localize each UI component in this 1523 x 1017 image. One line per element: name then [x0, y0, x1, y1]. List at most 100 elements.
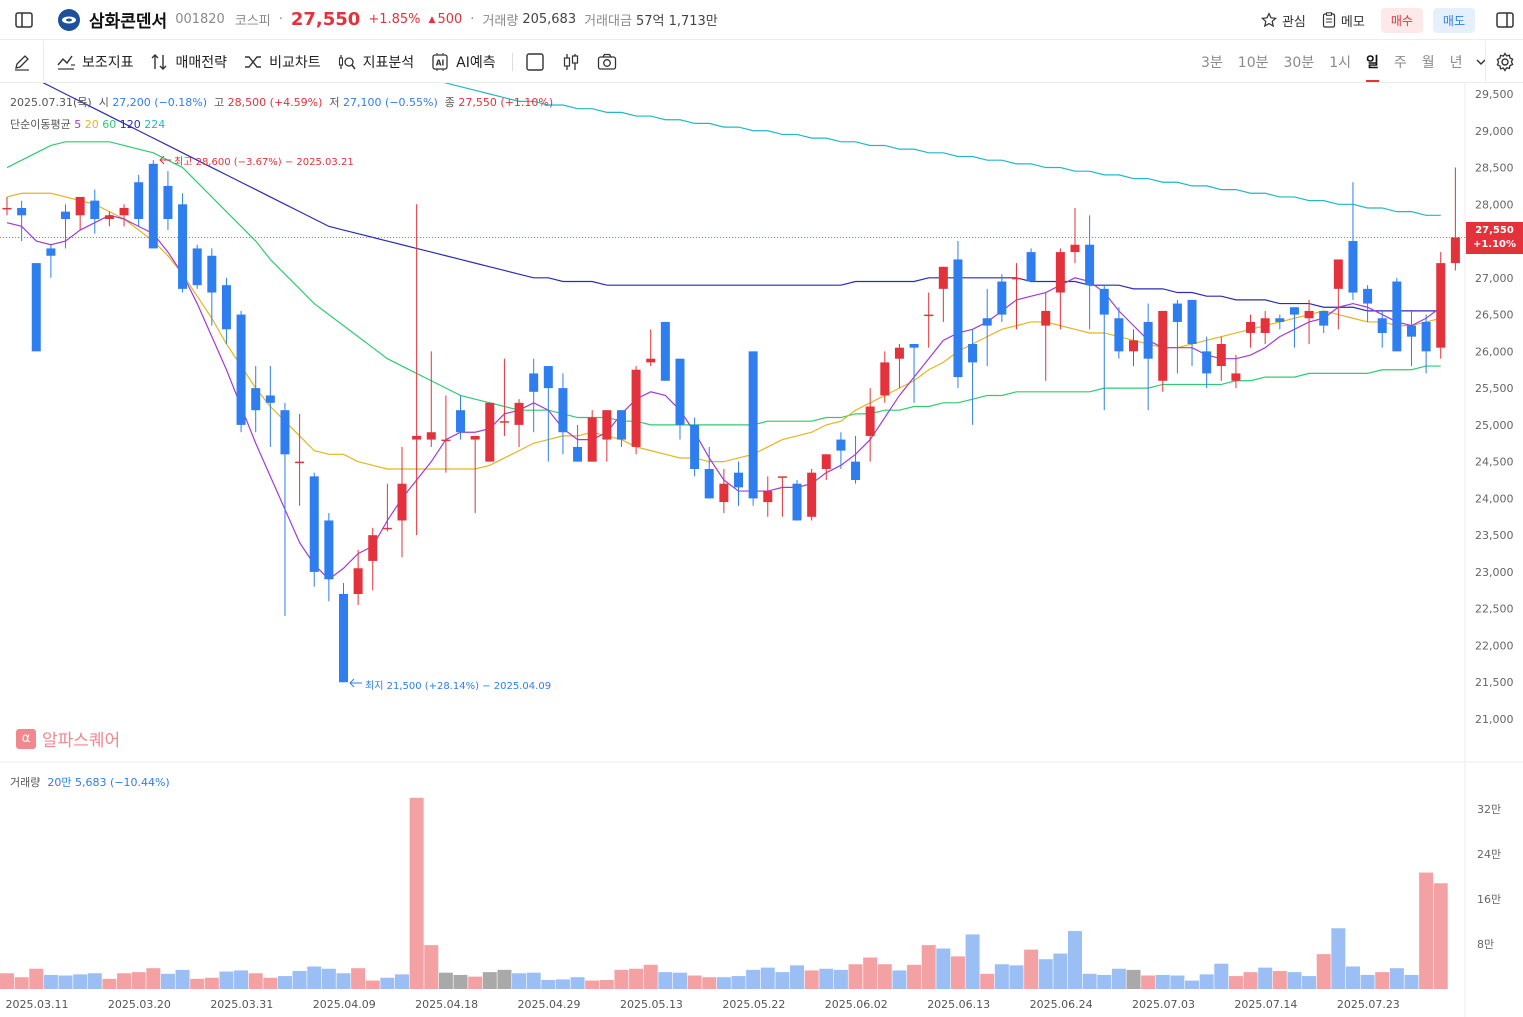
indicator-button[interactable]: 보조지표: [56, 52, 134, 72]
volume-bar: [1185, 980, 1200, 989]
tf-10min[interactable]: 10분: [1237, 55, 1269, 71]
low-annotation: 최지 21,500 (+28.14%) − 2025.04.09: [365, 681, 552, 692]
volume-bar: [570, 977, 585, 989]
top-bar: 삼화콘덴서 001820 코스피 · 27,550 +1.85% ▲ 500 ·…: [0, 0, 1523, 40]
tf-30min[interactable]: 30분: [1283, 55, 1315, 71]
sidebar-toggle-icon[interactable]: [12, 8, 36, 32]
amount-value: 57억 1,713만: [635, 14, 718, 29]
volume-bar: [190, 978, 205, 989]
ma60-label: 60: [102, 118, 117, 131]
volume-bar: [965, 934, 980, 989]
tf-month[interactable]: 월: [1421, 55, 1435, 71]
tf-day[interactable]: 일: [1366, 52, 1379, 82]
candle-body: [485, 402, 495, 462]
settings-button[interactable]: [1485, 41, 1523, 83]
legend-date: 2025.07.31(목): [10, 96, 92, 109]
high-arrow-icon: [159, 155, 171, 165]
volume-bar: [438, 972, 453, 989]
screenshot-button[interactable]: [597, 53, 617, 71]
volume-bar: [936, 948, 951, 989]
candle-body: [558, 388, 568, 433]
candle-body: [792, 483, 802, 521]
volume-bar: [746, 969, 761, 989]
price-chart[interactable]: 29,50029,00028,50028,00027,50027,00026,5…: [0, 83, 1523, 1017]
candle-body: [1070, 244, 1080, 253]
candle-body: [763, 491, 773, 503]
ma60-line: [6, 141, 1441, 426]
volume-bar: [87, 973, 102, 989]
memo-button[interactable]: 메모: [1322, 11, 1365, 30]
candle-body: [514, 402, 524, 425]
candle-body: [1260, 318, 1270, 333]
volume-bar: [848, 964, 863, 989]
date-tick-label: 2025.05.13: [620, 998, 683, 1011]
candle-body: [265, 395, 275, 403]
date-tick-label: 2025.07.14: [1234, 998, 1297, 1011]
volume-bar: [380, 977, 395, 989]
candle-body: [1085, 244, 1095, 286]
candlestick-icon: [563, 53, 578, 70]
date-tick-label: 2025.07.23: [1337, 998, 1400, 1011]
panel-toggle-icon[interactable]: [1493, 8, 1517, 32]
watch-button[interactable]: 관심: [1260, 11, 1306, 30]
volume-bar: [643, 964, 658, 989]
price-tick-label: 25,000: [1475, 419, 1514, 432]
volume-bar: [336, 973, 351, 989]
candle-body: [46, 248, 56, 256]
tf-3min[interactable]: 3분: [1201, 55, 1223, 71]
volume-bar: [1302, 976, 1317, 989]
volume-bar: [1214, 963, 1229, 989]
amount-label: 거래대금: [584, 14, 632, 29]
volume-bar: [219, 971, 234, 989]
date-tick-label: 2025.04.29: [518, 998, 581, 1011]
volume-bar: [277, 976, 292, 989]
candle-body: [1450, 237, 1460, 264]
volume-axis: 32만 24만 16만 8만: [1477, 803, 1501, 951]
candle-body: [1436, 263, 1446, 348]
tf-year[interactable]: 년: [1449, 55, 1463, 71]
price-axis: 29,50029,00028,50028,00027,50027,00026,5…: [1475, 88, 1514, 726]
square-icon: [525, 52, 544, 71]
gear-icon: [1496, 52, 1513, 72]
ai-chip-icon: AI: [432, 52, 448, 71]
candle-body: [894, 347, 904, 359]
volume-bar: [73, 974, 88, 989]
compare-button[interactable]: 비교차트: [243, 52, 321, 72]
analysis-button[interactable]: 지표분석: [337, 52, 414, 72]
candle-body: [456, 410, 466, 433]
stock-name[interactable]: 삼화콘덴서: [89, 12, 168, 32]
tf-week[interactable]: 주: [1393, 55, 1407, 71]
ma-legend[interactable]: 단순이동평균 5 20 60 120 224: [10, 118, 166, 131]
chevron-down-icon[interactable]: [1475, 56, 1487, 68]
candle-body: [690, 424, 700, 469]
volume-bar: [1287, 972, 1302, 989]
sell-button[interactable]: 매도: [1432, 7, 1475, 33]
volume-bars: [0, 797, 1448, 989]
draw-tool-button[interactable]: [0, 40, 44, 83]
price-tick-label: 21,500: [1475, 676, 1514, 689]
ma20-label: 20: [84, 118, 99, 131]
volume-bar: [1243, 972, 1258, 989]
low-arrow-icon: [349, 678, 362, 688]
volume-bar: [555, 979, 570, 989]
volume-bar: [482, 972, 497, 989]
volume-bar: [833, 969, 848, 989]
layout-button[interactable]: [525, 52, 545, 72]
volume-bar: [526, 972, 541, 989]
volume-bar: [117, 973, 132, 989]
legend-high: 28,500 (+4.59%): [227, 96, 323, 109]
candle-type-button[interactable]: [561, 52, 581, 72]
strategy-button[interactable]: 매매전략: [150, 52, 227, 72]
candle-body: [602, 410, 612, 440]
ai-predict-button[interactable]: AI AI예측: [430, 52, 496, 72]
volume-bar: [1053, 953, 1068, 989]
change-percent: +1.85%: [368, 12, 421, 27]
candle-body: [178, 204, 188, 289]
tf-1hour[interactable]: 1시: [1329, 55, 1351, 71]
buy-button[interactable]: 매수: [1380, 7, 1423, 33]
candle-body: [1143, 321, 1153, 359]
volume-bar: [1024, 949, 1039, 989]
volume-bar: [1272, 971, 1287, 989]
candle-body: [1246, 321, 1256, 333]
candle-body: [997, 281, 1007, 315]
